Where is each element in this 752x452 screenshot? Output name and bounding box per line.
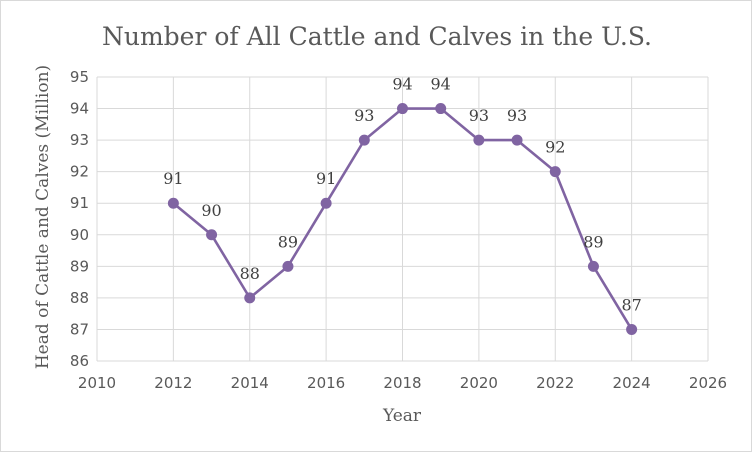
grid-layer (96, 76, 709, 362)
data-label-2020: 93 (469, 106, 489, 125)
data-label-2021: 93 (507, 106, 527, 125)
x-tick-label-2016: 2016 (307, 374, 345, 392)
y-tick-label-88: 88 (70, 289, 89, 307)
data-point-2020 (473, 134, 485, 146)
data-label-2019: 94 (431, 75, 451, 94)
data-point-2015 (282, 260, 294, 272)
y-axis-label: Head of Cattle and Calves (Million) (33, 65, 53, 369)
data-point-2023 (587, 260, 599, 272)
data-label-2018: 94 (392, 75, 412, 94)
data-point-2021 (511, 134, 523, 146)
data-labels: 91 90 88 89 91 93 94 94 93 93 92 89 87 (163, 75, 642, 315)
data-point-2017 (358, 134, 370, 146)
y-tick-label-95: 95 (70, 68, 89, 86)
data-point-2019 (435, 103, 447, 115)
y-tick-labels: 86 87 88 89 90 91 92 93 94 95 (70, 68, 89, 370)
data-point-2016 (320, 197, 332, 209)
data-label-2024: 87 (621, 295, 641, 314)
y-tick-label-89: 89 (70, 257, 89, 275)
data-label-2022: 92 (545, 138, 565, 157)
x-tick-label-2024: 2024 (613, 374, 651, 392)
chart-title: Number of All Cattle and Calves in the U… (102, 22, 652, 51)
data-label-2014: 88 (240, 264, 260, 283)
y-tick-label-93: 93 (70, 131, 89, 149)
data-point-2013 (206, 229, 218, 241)
data-point-2012 (167, 197, 179, 209)
data-label-2015: 89 (278, 232, 298, 251)
data-point-2022 (549, 166, 561, 178)
data-label-2012: 91 (163, 169, 183, 188)
x-tick-label-2010: 2010 (78, 374, 116, 392)
series-layer (167, 103, 638, 335)
y-tick-label-87: 87 (70, 320, 89, 338)
y-tick-label-86: 86 (70, 352, 89, 370)
x-tick-label-2012: 2012 (154, 374, 192, 392)
data-point-2014 (244, 292, 256, 304)
data-label-2016: 91 (316, 169, 336, 188)
y-tick-label-91: 91 (70, 194, 89, 212)
y-tick-label-94: 94 (70, 100, 89, 118)
x-tick-label-2020: 2020 (460, 374, 498, 392)
x-tick-label-2018: 2018 (383, 374, 421, 392)
x-tick-label-2026: 2026 (689, 374, 727, 392)
data-label-2023: 89 (583, 232, 603, 251)
y-tick-label-92: 92 (70, 163, 89, 181)
data-point-2018 (397, 103, 408, 115)
x-tick-label-2022: 2022 (536, 374, 574, 392)
data-label-2013: 90 (201, 201, 221, 220)
x-tick-labels: 2010 2012 2014 2016 2018 2020 2022 2024 2026 (78, 374, 727, 392)
data-point-2024 (626, 323, 638, 335)
data-label-2017: 93 (354, 106, 374, 125)
x-axis-label: Year (382, 406, 422, 426)
y-tick-label-90: 90 (70, 226, 89, 244)
x-tick-label-2014: 2014 (231, 374, 269, 392)
